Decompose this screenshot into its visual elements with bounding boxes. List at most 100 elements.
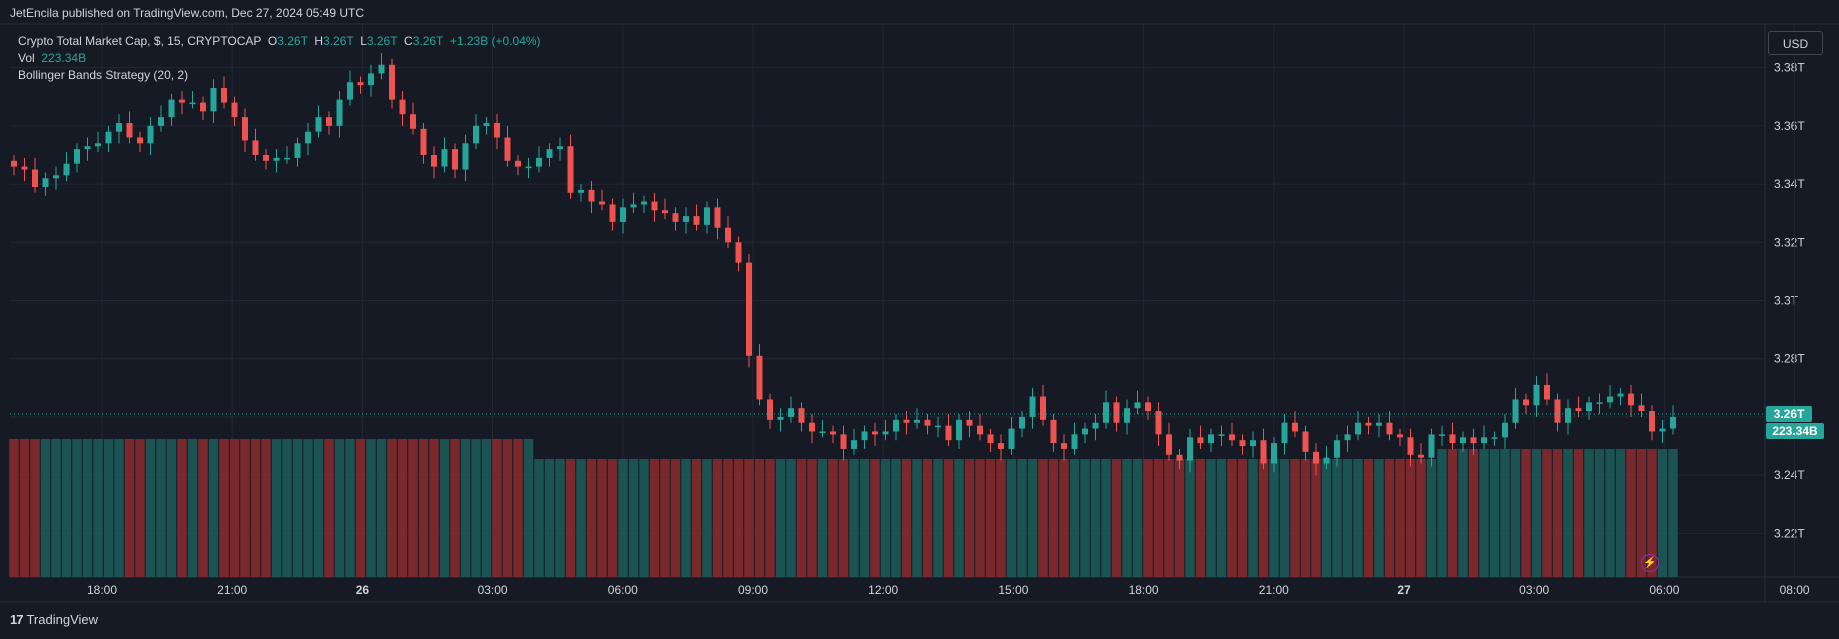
- volume-bar: [1185, 459, 1195, 577]
- candle-body: [966, 419, 973, 426]
- candle-body: [609, 204, 616, 222]
- y-tick-label: 3.36T: [1774, 119, 1805, 133]
- candle-body: [1491, 437, 1498, 439]
- candle-body: [21, 166, 28, 170]
- volume-bar: [481, 439, 492, 577]
- candle-body: [1124, 408, 1130, 423]
- candle-body: [221, 88, 227, 103]
- candle-body: [137, 137, 143, 144]
- candle-body: [1061, 443, 1067, 449]
- volume-bar: [124, 439, 135, 577]
- candle-body: [1250, 440, 1256, 447]
- candle-body: [1092, 422, 1099, 429]
- symbol-legend[interactable]: Crypto Total Market Cap, $, 15, CRYPTOCA…: [18, 34, 541, 48]
- x-tick-label: 08:00: [1780, 583, 1810, 597]
- volume-bar: [1468, 449, 1479, 577]
- volume-bar: [1647, 449, 1657, 577]
- candle-body: [746, 262, 752, 356]
- candle-body: [1344, 434, 1351, 441]
- change-value: +1.23B (+0.04%): [449, 34, 541, 48]
- volume-bar: [1363, 459, 1374, 577]
- candle-body: [977, 425, 983, 435]
- candle-body: [588, 189, 595, 202]
- candle-body: [1292, 422, 1298, 432]
- volume-bar: [40, 439, 51, 577]
- volume-bar: [1605, 449, 1615, 577]
- candle-body: [1334, 440, 1340, 458]
- candle-body: [525, 166, 532, 169]
- volume-bar: [1657, 449, 1668, 577]
- volume-bar: [933, 459, 943, 577]
- volume-bar: [1069, 459, 1080, 577]
- publish-info: JetEncila published on TradingView.com, …: [10, 6, 364, 20]
- volume-bar: [544, 459, 555, 577]
- volume-bar: [1626, 449, 1636, 577]
- candle-body: [1019, 416, 1025, 429]
- volume-bar: [1279, 459, 1290, 577]
- y-tick-label: 3.24T: [1774, 468, 1805, 482]
- flash-icon[interactable]: ⚡: [1641, 554, 1659, 572]
- candle-body: [84, 146, 91, 150]
- candle-body: [872, 431, 878, 435]
- volume-bar: [607, 459, 618, 577]
- candle-body: [1596, 402, 1603, 404]
- volume-legend[interactable]: Vol 223.34B: [18, 51, 86, 65]
- low-value: 3.26T: [366, 34, 398, 48]
- candle-body: [798, 408, 805, 423]
- volume-bar: [681, 459, 691, 577]
- volume-bar: [1573, 449, 1584, 577]
- volume-bar: [1038, 459, 1048, 577]
- candle-body: [1649, 411, 1655, 432]
- volume-bar: [523, 439, 534, 577]
- volume-bar: [796, 459, 807, 577]
- volume-bar: [1489, 449, 1500, 577]
- candle-body: [1397, 434, 1403, 438]
- volume-bar: [114, 439, 124, 577]
- candle-body: [105, 131, 112, 144]
- brand-name: TradingView: [26, 612, 99, 627]
- candle-body: [893, 419, 899, 432]
- volume-bar: [943, 459, 954, 577]
- volume-bar: [1080, 459, 1090, 577]
- candle-body: [284, 157, 290, 160]
- candle-body: [935, 425, 941, 428]
- volume-bar: [765, 459, 775, 577]
- candle-body: [987, 434, 994, 444]
- candle-body: [1670, 416, 1676, 429]
- strategy-legend[interactable]: Bollinger Bands Strategy (20, 2): [18, 68, 189, 82]
- volume-bar: [1395, 459, 1405, 577]
- candle-body: [420, 128, 427, 155]
- volume-bar: [82, 439, 93, 577]
- volume-bar: [1311, 459, 1321, 577]
- candle-body: [263, 154, 269, 161]
- currency-button[interactable]: USD: [1768, 31, 1823, 55]
- volume-bar: [324, 439, 334, 577]
- low-label: L: [360, 34, 367, 48]
- candle-body: [1607, 396, 1613, 403]
- last-price-label: 3.26T: [1774, 407, 1805, 421]
- candle-body: [1208, 434, 1214, 444]
- volume-bar: [1510, 449, 1521, 577]
- candle-body: [378, 64, 385, 74]
- candle-body: [903, 419, 910, 423]
- volume-bar: [1269, 459, 1279, 577]
- candle-body: [1302, 431, 1309, 452]
- volume-bar: [1531, 449, 1542, 577]
- candle-body: [536, 157, 542, 167]
- candle-body: [11, 160, 17, 167]
- y-tick-label: 3.32T: [1774, 235, 1805, 249]
- x-tick-label: 06:00: [608, 583, 638, 597]
- candle-body: [861, 431, 868, 441]
- candle-body: [714, 207, 721, 228]
- candle-body: [431, 154, 437, 167]
- tradingview-logo[interactable]: 17 TradingView: [10, 612, 98, 627]
- candle-body: [641, 201, 647, 205]
- volume-bar: [166, 439, 177, 577]
- candle-body: [305, 131, 311, 144]
- y-tick-label: 3.3T: [1774, 294, 1799, 308]
- candle-body: [399, 99, 406, 115]
- candle-body: [1082, 428, 1088, 435]
- volume-bar: [1174, 459, 1185, 577]
- volume-bar: [618, 459, 628, 577]
